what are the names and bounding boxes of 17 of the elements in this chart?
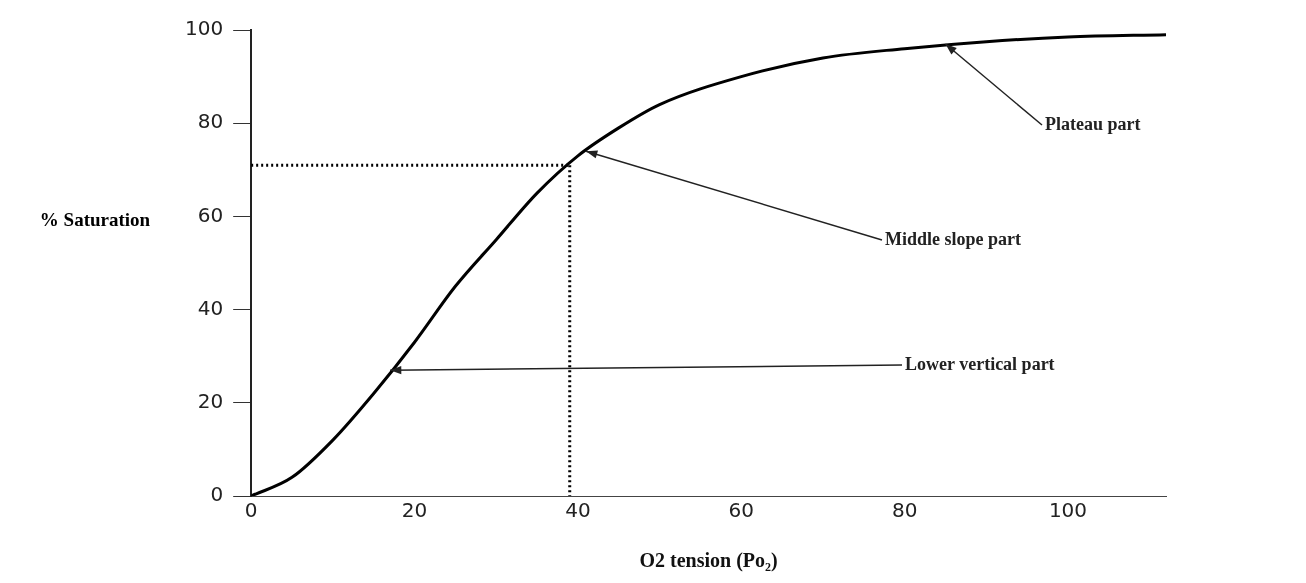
y-axis-title: % Saturation xyxy=(38,208,152,232)
x-axis-title: O2 tension (Po₂) xyxy=(639,549,778,573)
x-tick-label: 80 xyxy=(891,498,918,523)
y-tick-label: 20 xyxy=(197,389,224,413)
y-tick-label: 80 xyxy=(197,109,224,134)
x-tick-label: 100 xyxy=(1048,498,1088,523)
annotation: Lower vertical part xyxy=(905,353,1055,374)
x-tick-label: 40 xyxy=(565,498,591,523)
x-tick-label: 60 xyxy=(728,498,754,523)
y-tick-label: 60 xyxy=(197,202,224,227)
x-tick-label: 20 xyxy=(401,498,428,523)
y-tick-label: 0 xyxy=(210,482,224,507)
annotation: Plateau part xyxy=(1045,113,1141,134)
annotation: Middle slope part xyxy=(885,228,1022,249)
y-tick-label: 40 xyxy=(197,295,224,320)
x-tick-label: 0 xyxy=(244,498,258,523)
y-tick-label: 100 xyxy=(184,16,224,41)
